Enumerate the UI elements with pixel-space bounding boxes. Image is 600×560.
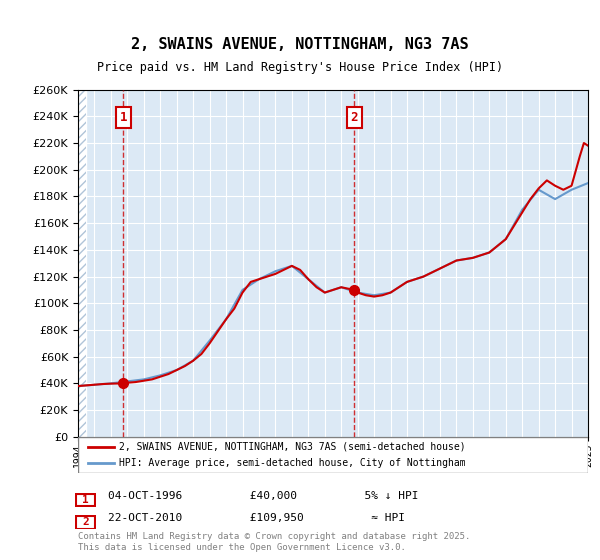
Text: 04-OCT-1996          £40,000          5% ↓ HPI: 04-OCT-1996 £40,000 5% ↓ HPI	[108, 491, 419, 501]
Text: 22-OCT-2010          £109,950          ≈ HPI: 22-OCT-2010 £109,950 ≈ HPI	[108, 513, 405, 523]
Text: Price paid vs. HM Land Registry's House Price Index (HPI): Price paid vs. HM Land Registry's House …	[97, 60, 503, 74]
FancyBboxPatch shape	[76, 516, 95, 529]
Text: 2, SWAINS AVENUE, NOTTINGHAM, NG3 7AS (semi-detached house): 2, SWAINS AVENUE, NOTTINGHAM, NG3 7AS (s…	[119, 442, 466, 452]
Text: 2: 2	[82, 517, 89, 527]
Bar	[78, 90, 86, 437]
Text: Contains HM Land Registry data © Crown copyright and database right 2025.
This d: Contains HM Land Registry data © Crown c…	[78, 532, 470, 552]
Text: 2, SWAINS AVENUE, NOTTINGHAM, NG3 7AS: 2, SWAINS AVENUE, NOTTINGHAM, NG3 7AS	[131, 38, 469, 52]
Text: 1: 1	[119, 111, 127, 124]
Bar	[78, 90, 86, 437]
FancyBboxPatch shape	[76, 493, 95, 506]
Text: HPI: Average price, semi-detached house, City of Nottingham: HPI: Average price, semi-detached house,…	[119, 458, 466, 468]
FancyBboxPatch shape	[78, 437, 588, 473]
Text: 1: 1	[82, 495, 89, 505]
Text: 2: 2	[350, 111, 358, 124]
